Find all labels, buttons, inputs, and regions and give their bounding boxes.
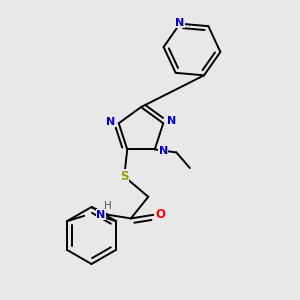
- Text: N: N: [96, 210, 106, 220]
- Text: N: N: [175, 18, 184, 28]
- Text: N: N: [158, 146, 168, 156]
- Text: O: O: [155, 208, 165, 221]
- Text: S: S: [120, 170, 128, 183]
- Text: N: N: [106, 117, 115, 127]
- Text: H: H: [104, 201, 112, 211]
- Text: N: N: [167, 116, 176, 126]
